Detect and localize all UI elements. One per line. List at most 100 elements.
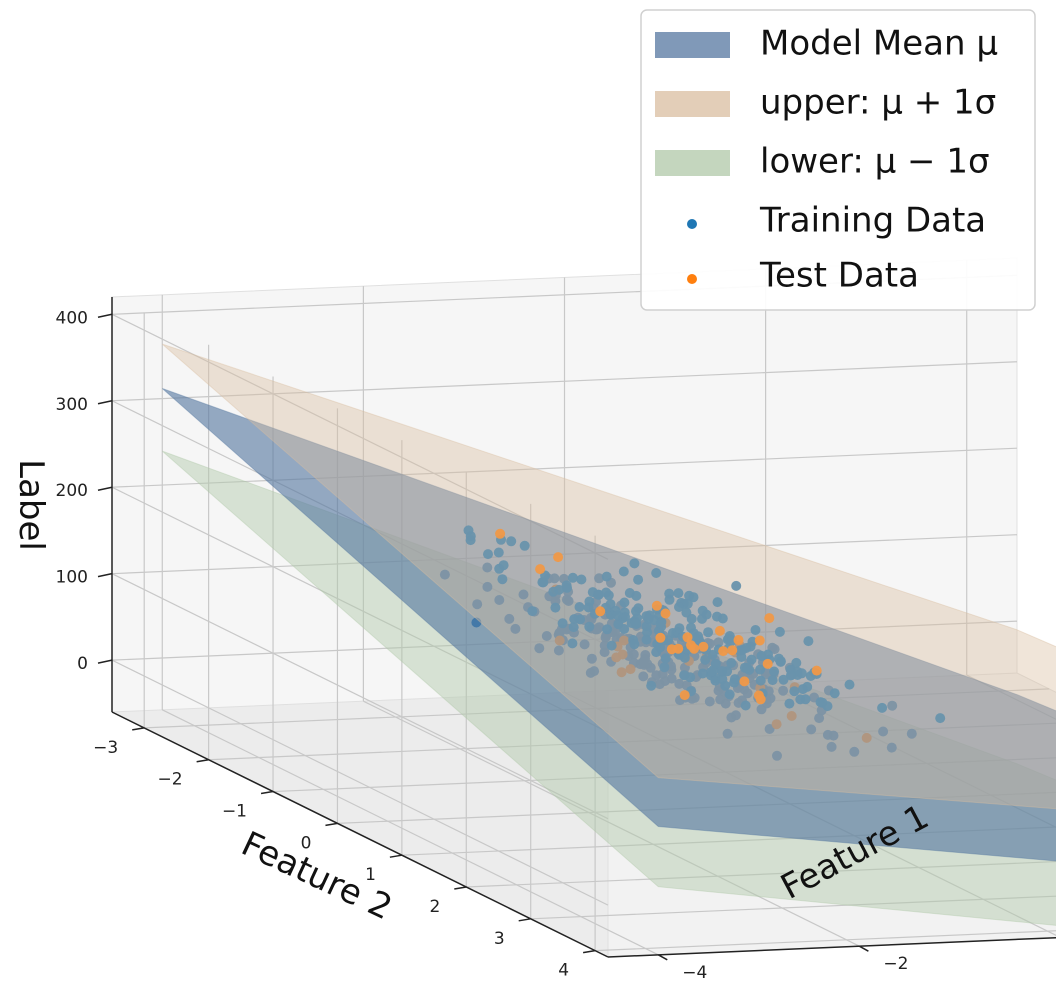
training-point xyxy=(935,713,946,724)
test-point xyxy=(762,658,773,669)
test-point xyxy=(651,600,662,611)
training-point xyxy=(568,622,579,633)
z-tick-mark xyxy=(97,400,113,405)
y-tick-label: 1 xyxy=(365,865,376,885)
training-point xyxy=(697,668,708,679)
training-point xyxy=(844,679,855,690)
z-tick-label: 300 xyxy=(56,395,88,415)
x-tick-label: −2 xyxy=(883,954,908,974)
training-point xyxy=(584,621,595,632)
grid-line xyxy=(111,313,609,560)
y-tick-mark xyxy=(454,886,467,890)
training-point xyxy=(717,666,728,677)
training-point xyxy=(646,680,657,691)
grid-line xyxy=(111,361,1018,402)
z-tick-mark xyxy=(97,572,113,578)
grid-line xyxy=(363,700,860,947)
x-axis-line xyxy=(607,936,1056,958)
grid-line xyxy=(111,573,609,820)
y-tick-label: 4 xyxy=(558,961,569,981)
training-point xyxy=(755,675,766,686)
training-point xyxy=(681,607,692,618)
training-point xyxy=(673,588,684,599)
training-point xyxy=(483,549,493,560)
surface-upper xyxy=(161,343,1056,810)
test-point xyxy=(495,528,506,539)
training-point xyxy=(769,666,780,677)
training-point xyxy=(557,618,568,629)
training-point xyxy=(803,636,814,647)
training-point xyxy=(674,602,684,612)
training-point xyxy=(796,668,807,679)
legend-label: upper: μ + 1σ xyxy=(760,83,996,123)
training-point xyxy=(618,566,629,577)
training-point xyxy=(527,606,538,617)
grid-line xyxy=(111,659,609,906)
training-point xyxy=(498,560,509,571)
test-point xyxy=(660,608,671,619)
x-tick-label: −4 xyxy=(682,963,707,983)
grid-line xyxy=(162,709,659,956)
training-point xyxy=(717,674,728,685)
training-point xyxy=(686,622,696,633)
training-point xyxy=(633,574,644,585)
training-point xyxy=(548,586,559,597)
y-tick-label: −1 xyxy=(222,802,247,822)
training-point xyxy=(710,658,721,669)
training-point xyxy=(655,618,666,629)
training-point xyxy=(641,634,652,645)
test-point xyxy=(754,635,765,646)
training-point xyxy=(493,547,504,558)
training-point xyxy=(664,594,675,605)
training-point xyxy=(569,614,580,625)
training-point xyxy=(756,650,767,661)
plot-scene xyxy=(161,343,1056,926)
y-tick-mark xyxy=(196,758,209,763)
training-point xyxy=(631,590,642,601)
training-point xyxy=(778,674,789,685)
training-point xyxy=(679,670,690,681)
axis-lines xyxy=(97,297,1056,961)
test-point xyxy=(682,632,693,643)
z-tick-mark xyxy=(97,313,113,319)
z-tick-label: 400 xyxy=(56,308,88,328)
legend: Model Mean μ upper: μ + 1σ lower: μ − 1σ Tr… xyxy=(640,9,1036,311)
test-point xyxy=(714,625,725,636)
training-point xyxy=(506,536,517,547)
z-tick-label: 0 xyxy=(77,654,88,674)
training-point xyxy=(746,654,757,665)
z-tick-label: 100 xyxy=(56,568,88,588)
y-tick-mark xyxy=(325,822,338,827)
y-tick-mark xyxy=(582,949,596,954)
z-tick-label: 200 xyxy=(56,481,88,501)
x-tick-mark xyxy=(859,945,869,952)
training-point xyxy=(785,670,796,681)
training-point xyxy=(465,535,476,546)
test-point xyxy=(718,646,729,657)
training-point xyxy=(822,701,833,712)
training-point xyxy=(550,602,561,613)
training-point xyxy=(700,654,711,665)
training-point xyxy=(774,626,785,637)
z-axis-title: Label xyxy=(11,459,51,551)
test-point xyxy=(655,632,666,643)
legend-frame xyxy=(640,9,1036,311)
training-point xyxy=(562,582,572,593)
training-point xyxy=(767,675,778,686)
test-point xyxy=(755,694,766,705)
y-tick-label: −3 xyxy=(93,738,118,758)
y-tick-label: 3 xyxy=(494,929,505,949)
test-point xyxy=(679,690,690,701)
training-point xyxy=(574,602,585,612)
y-axis-line xyxy=(111,711,609,958)
training-point xyxy=(740,700,751,711)
legend-swatch xyxy=(655,32,730,58)
training-point xyxy=(651,568,662,578)
training-point xyxy=(612,610,623,621)
test-point xyxy=(595,606,606,617)
grid-line xyxy=(595,930,1056,952)
training-point xyxy=(734,645,745,656)
training-point xyxy=(497,574,508,585)
training-point xyxy=(682,598,693,609)
training-point xyxy=(631,606,641,617)
